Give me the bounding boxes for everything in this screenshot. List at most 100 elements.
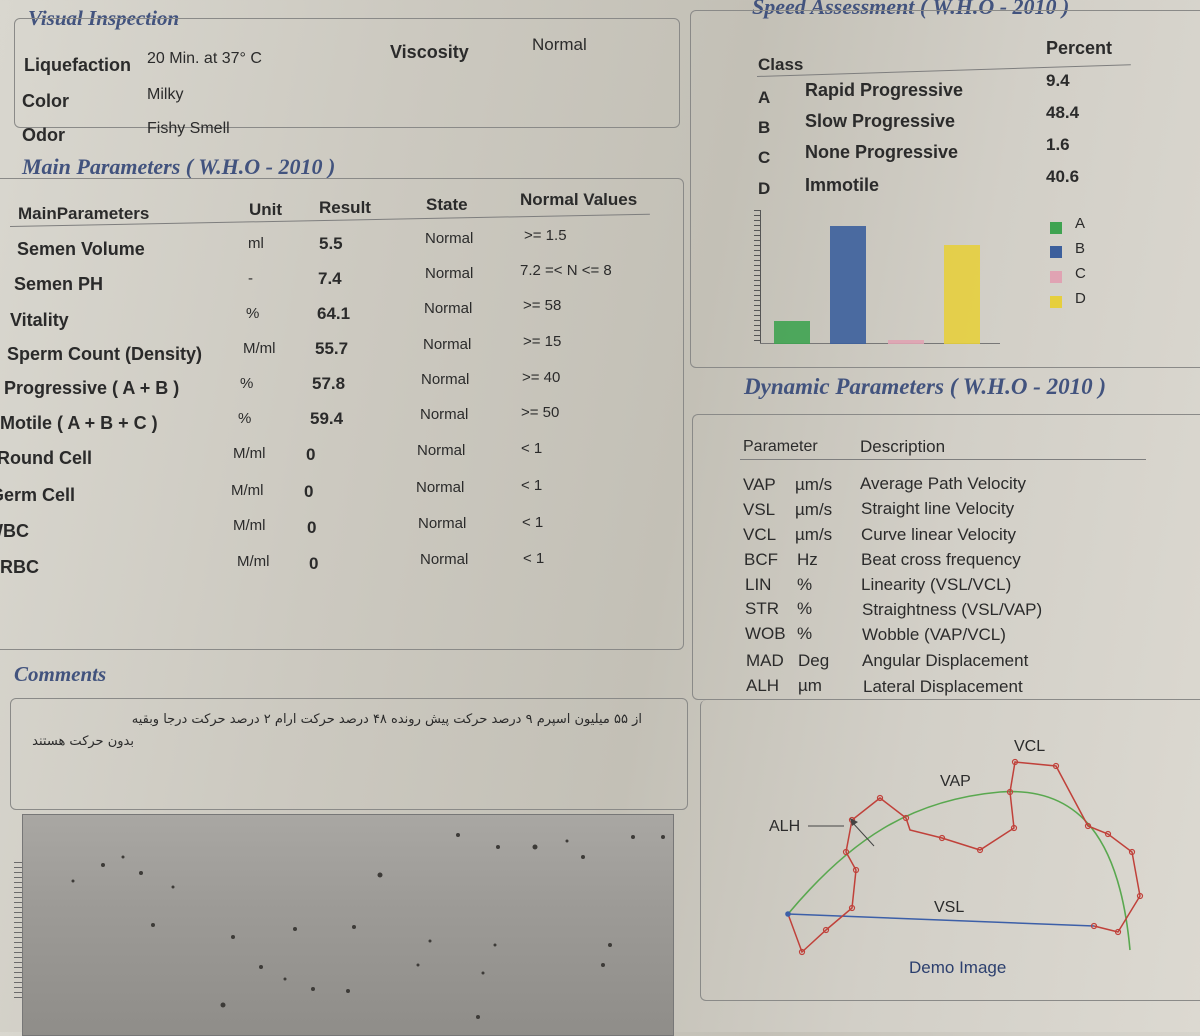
diagram-label-vsl: VSL: [934, 899, 965, 916]
mp-row-result: 57.8: [312, 374, 346, 393]
mp-row-normal: >= 1.5: [524, 227, 567, 244]
legend-swatch-d: [1050, 296, 1062, 308]
dp-row-unit: %: [797, 624, 813, 643]
dp-row-param: VSL: [743, 500, 776, 519]
mp-row-state: Normal: [418, 515, 467, 532]
diagram-box: [700, 700, 1200, 1001]
mp-row-unit: %: [246, 305, 260, 322]
mp-row-name: Round Cell: [0, 448, 92, 468]
trajectory-diagram: [785, 758, 1144, 956]
mp-row-result: 0: [304, 482, 314, 501]
dp-row-unit: %: [797, 575, 813, 594]
dp-row-desc: Curve linear Velocity: [861, 525, 1016, 544]
mp-row-normal: >= 15: [523, 333, 562, 350]
dp-row-desc: Beat cross frequency: [861, 550, 1021, 569]
dp-row-unit: µm/s: [795, 500, 833, 519]
dp-row-desc: Lateral Displacement: [863, 677, 1023, 696]
dp-row-desc: Wobble (VAP/VCL): [862, 625, 1006, 644]
dp-row-desc: Straight line Velocity: [861, 499, 1015, 518]
mp-header-result: Result: [319, 198, 371, 217]
mp-row-result: 5.5: [319, 234, 343, 253]
legend-swatch-c: [1050, 271, 1062, 283]
dp-header-rule: [740, 459, 1146, 460]
mp-row-unit: M/ml: [233, 517, 266, 534]
legend-label-b: B: [1075, 240, 1086, 257]
dp-row-unit: %: [797, 599, 813, 618]
dp-row-param: BCF: [744, 550, 778, 569]
tick-scale-left: [14, 862, 22, 1002]
mp-row-name: RBC: [0, 557, 39, 577]
speed-assessment-box: [690, 10, 1200, 368]
comments-line-1: از ۵۵ میلیون اسپرم ۹ درصد حرکت پیش رونده…: [131, 712, 642, 727]
color-value: Milky: [147, 86, 184, 103]
legend-label-d: D: [1075, 290, 1086, 307]
microscope-image: [22, 814, 674, 1036]
mp-row-name: Semen Volume: [17, 239, 145, 259]
legend-label-a: A: [1075, 215, 1086, 232]
mp-row-normal: >= 58: [523, 297, 562, 314]
liquefaction-label: Liquefaction: [24, 55, 131, 75]
dp-row-desc: Angular Displacement: [862, 651, 1029, 670]
mp-row-unit: M/ml: [233, 445, 266, 462]
mp-row-unit: ml: [248, 235, 264, 252]
mp-row-unit: M/ml: [243, 340, 276, 357]
mp-row-name: Progressive ( A + B ): [4, 378, 180, 398]
mp-row-name: Vitality: [10, 310, 69, 330]
main-parameters-box: [0, 178, 684, 650]
dynamic-parameters-box: [692, 414, 1200, 700]
mp-row-normal: < 1: [522, 514, 544, 531]
liquefaction-value: 20 Min. at 37° C: [147, 50, 262, 67]
mp-row-normal: < 1: [521, 440, 543, 457]
mp-row-normal: < 1: [521, 477, 543, 494]
color-label: Color: [22, 91, 69, 111]
mp-row-result: 7.4: [318, 269, 342, 288]
alh-arrow: [851, 821, 875, 847]
comments-line-2: بدون حرکت هستند: [32, 734, 134, 749]
mp-row-normal: 7.2 =< N <= 8: [520, 262, 612, 279]
class-header: Class: [758, 55, 804, 74]
dp-header-desc: Description: [860, 437, 946, 456]
bar-c: [888, 340, 924, 344]
speed-row-name: None Progressive: [805, 142, 959, 162]
mp-row-state: Normal: [417, 442, 466, 459]
dp-header-param: Parameter: [743, 438, 818, 455]
mp-row-unit: %: [238, 410, 252, 427]
mp-row-name: Sperm Count (Density): [7, 344, 203, 364]
microscope-particles: [71, 833, 665, 1019]
mp-row-unit: M/ml: [231, 482, 264, 499]
speed-row-name: Immotile: [805, 175, 880, 195]
diagram-caption: Demo Image: [909, 958, 1007, 977]
mp-row-result: 0: [306, 445, 316, 464]
comments-box: [10, 698, 688, 810]
bar-a: [774, 321, 810, 344]
diagram-label-vcl: VCL: [1014, 738, 1046, 755]
mp-row-state: Normal: [425, 265, 474, 282]
legend-label-c: C: [1075, 265, 1086, 282]
speed-row-name: Rapid Progressive: [805, 80, 964, 100]
dp-row-desc: Average Path Velocity: [860, 474, 1027, 493]
percent-header: Percent: [1046, 38, 1113, 58]
speed-row-class: D: [758, 179, 771, 198]
mp-row-state: Normal: [423, 336, 472, 353]
speed-row-percent: 9.4: [1046, 71, 1070, 90]
dp-row-desc: Linearity (VSL/VCL): [861, 575, 1012, 594]
main-parameters-title: Main Parameters ( W.H.O - 2010 ): [22, 154, 336, 179]
speed-row-class: A: [758, 88, 771, 107]
dp-row-unit: Hz: [797, 550, 818, 569]
odor-label: Odor: [22, 125, 65, 145]
dp-row-param: MAD: [746, 651, 784, 670]
chart-y-axis: [760, 210, 761, 344]
viscosity-value: Normal: [532, 35, 587, 54]
speed-row-percent: 40.6: [1046, 167, 1080, 186]
dp-row-param: VAP: [743, 475, 776, 494]
visual-inspection-box: [14, 18, 680, 128]
legend-swatch-b: [1050, 246, 1062, 258]
speed-assessment-title: Speed Assessment ( W.H.O - 2010 ): [752, 0, 1070, 19]
speed-row-class: B: [758, 118, 771, 137]
speed-row-percent: 1.6: [1046, 135, 1070, 154]
chart-x-axis: [760, 343, 1000, 344]
speed-row-name: Slow Progressive: [805, 111, 956, 131]
bar-b: [830, 226, 866, 344]
dp-row-desc: Straightness (VSL/VAP): [862, 600, 1043, 619]
mp-header-name: MainParameters: [18, 204, 150, 223]
